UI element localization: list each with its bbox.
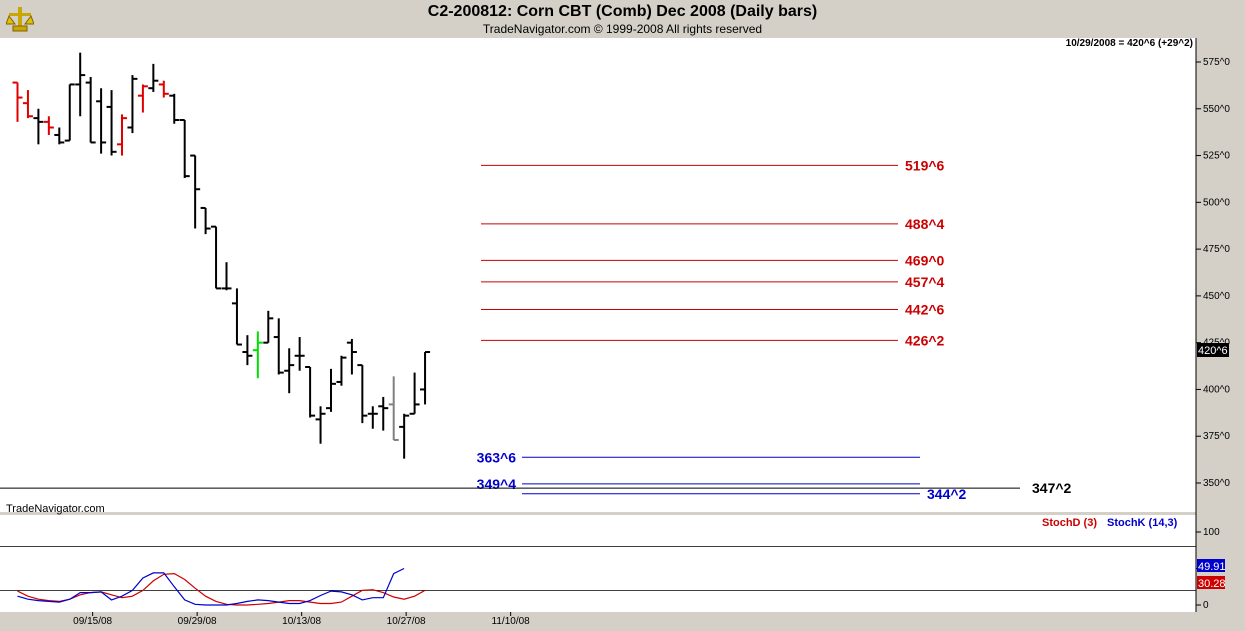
ohlc-bar xyxy=(284,348,295,394)
level-label: 488^4 xyxy=(905,216,945,232)
header-bar: C2-200812: Corn CBT (Comb) Dec 2008 (Dai… xyxy=(0,0,1245,38)
scale-logo-icon xyxy=(6,7,34,32)
ohlc-bar xyxy=(305,365,316,418)
stochastic-panel xyxy=(0,515,1196,612)
ohlc-bar xyxy=(211,225,222,290)
stochK-line xyxy=(17,567,405,606)
ohlc-bar xyxy=(273,318,284,375)
y-tick-label: 475^0 xyxy=(1203,244,1230,255)
ohlc-bar xyxy=(200,206,211,235)
ohlc-bar xyxy=(169,93,180,124)
ohlc-bar xyxy=(409,372,420,415)
y-tick-label: 450^0 xyxy=(1203,291,1230,302)
copyright-text: TradeNavigator.com © 1999-2008 All right… xyxy=(482,22,763,36)
ohlc-bar xyxy=(399,413,410,459)
level-label: 457^4 xyxy=(905,274,945,290)
ohlc-bar xyxy=(221,262,232,291)
ohlc-bar xyxy=(326,368,336,412)
y-tick-label: 0 xyxy=(1203,600,1209,611)
ohlc-bar xyxy=(85,76,96,144)
y-tick-label: 525^0 xyxy=(1203,151,1230,162)
x-tick-label: 10/27/08 xyxy=(387,616,426,627)
chart-title: C2-200812: Corn CBT (Comb) Dec 2008 (Dai… xyxy=(427,3,818,20)
ohlc-bar xyxy=(158,80,169,98)
ohlc-bar xyxy=(43,116,54,135)
ohlc-bar xyxy=(388,376,399,441)
ohlc-bar xyxy=(294,337,305,371)
ohlc-bar xyxy=(190,154,201,229)
stochK-legend: StochK (14,3) xyxy=(1107,517,1178,529)
y-tick-label: 100 xyxy=(1203,527,1220,538)
level-label: 442^6 xyxy=(905,301,945,317)
y-tick-label: 375^0 xyxy=(1203,431,1230,442)
ohlc-bar xyxy=(12,81,23,122)
ohlc-bar xyxy=(231,288,242,346)
level-label: 344^2 xyxy=(927,486,967,502)
ohlc-bar xyxy=(336,355,347,386)
y-tick-label: 400^0 xyxy=(1203,384,1230,395)
y-tick-label: 500^0 xyxy=(1203,197,1230,208)
stochD-legend: StochD (3) xyxy=(1042,517,1097,529)
ohlc-bar xyxy=(137,84,148,113)
ohlc-bar xyxy=(75,52,86,117)
ohlc-bar xyxy=(117,114,127,156)
ohlc-bar xyxy=(357,364,368,424)
level-label: 349^4 xyxy=(477,476,517,492)
x-tick-label: 09/29/08 xyxy=(178,616,217,627)
watermark-label: TradeNavigator.com xyxy=(6,503,105,515)
ohlc-bar xyxy=(127,75,138,134)
ohlc-bar xyxy=(179,119,190,179)
y-tick-label: 575^0 xyxy=(1203,57,1230,68)
ohlc-bar xyxy=(242,335,253,366)
x-tick-label: 11/10/08 xyxy=(492,616,531,627)
ohlc-bar xyxy=(263,310,274,344)
x-tick-label: 09/15/08 xyxy=(73,616,112,627)
ohlc-bar xyxy=(54,127,65,145)
ohlc-bar xyxy=(22,90,33,119)
stochD-line xyxy=(17,572,426,606)
ohlc-bar xyxy=(420,351,431,405)
level-label: 347^2 xyxy=(1032,480,1072,496)
price-panel xyxy=(0,38,1196,512)
stochK-value-tag xyxy=(1197,559,1225,572)
ohlc-bar xyxy=(346,338,357,375)
ohlc-bar xyxy=(33,108,44,145)
ohlc-bar xyxy=(378,396,389,431)
last-price-label: 420^6 xyxy=(1198,345,1228,357)
y-tick-label: 350^0 xyxy=(1203,478,1230,489)
stochK-value-label: 49.91 xyxy=(1198,561,1226,573)
stochD-value-tag xyxy=(1197,576,1225,589)
ohlc-bar xyxy=(367,406,378,429)
level-label: 519^6 xyxy=(905,157,945,173)
ohlc-bar xyxy=(96,88,107,154)
x-tick-label: 10/13/08 xyxy=(282,616,321,627)
status-readout: 10/29/2008 = 420^6 (+29^2) xyxy=(1066,38,1193,49)
level-label: 469^0 xyxy=(905,252,945,268)
ohlc-bar xyxy=(252,331,263,379)
y-tick-label: 550^0 xyxy=(1203,104,1230,115)
last-price-tag xyxy=(1197,343,1229,357)
level-label: 363^6 xyxy=(477,449,517,465)
ohlc-bar xyxy=(64,83,75,142)
ohlc-bar xyxy=(148,63,159,92)
ohlc-bar xyxy=(106,90,117,156)
level-label: 426^2 xyxy=(905,332,945,348)
ohlc-bar xyxy=(315,406,326,444)
stochD-value-label: 30.28 xyxy=(1198,578,1226,590)
